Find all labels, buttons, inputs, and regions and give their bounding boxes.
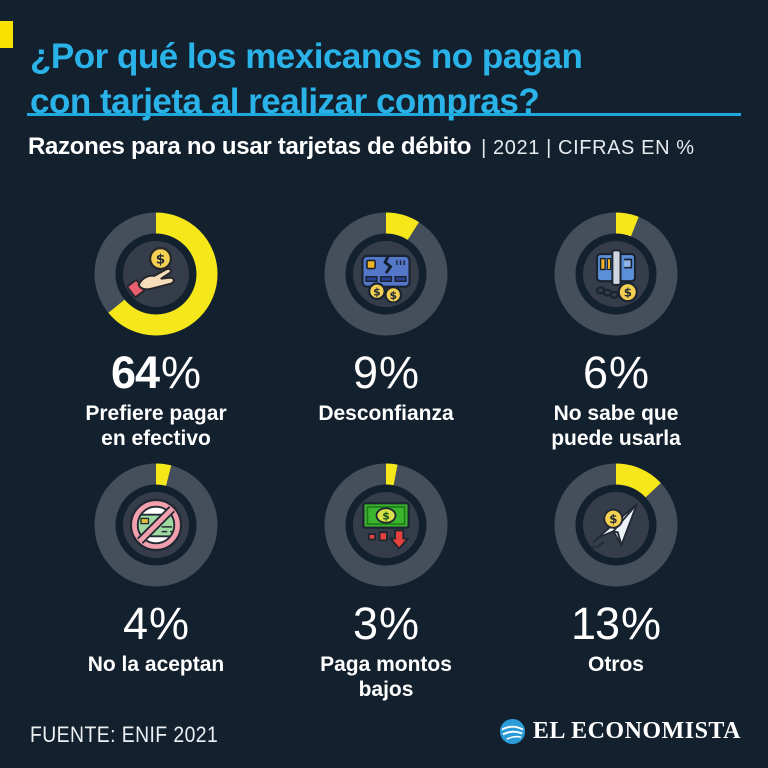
cash-decrease-icon: $ bbox=[324, 463, 448, 587]
svg-text:$: $ bbox=[624, 286, 632, 300]
card-chain-icon: $ bbox=[554, 212, 678, 336]
reason-label: Otros bbox=[587, 653, 644, 676]
reason-card-desconfianza: $ $ 9% Desconfianza bbox=[271, 212, 501, 452]
percent-value: 4% bbox=[122, 598, 190, 649]
donut-chart: $ $ bbox=[324, 212, 448, 336]
donut-ring bbox=[94, 212, 218, 336]
percent-value: 6% bbox=[582, 347, 650, 398]
donut-chart: $ bbox=[554, 463, 678, 587]
donut-ring bbox=[554, 463, 678, 587]
subtitle-text: Razones para no usar tarjetas de débito bbox=[28, 133, 472, 160]
donut-ring bbox=[324, 212, 448, 336]
paper-plane-icon: $ bbox=[554, 463, 678, 587]
el-economista-globe-icon bbox=[499, 718, 525, 745]
donut-row-2: 4% No la aceptan $ bbox=[41, 463, 731, 703]
brand-logo: EL ECONOMISTA bbox=[499, 718, 741, 745]
reason-label: Paga montos bajos bbox=[320, 653, 452, 701]
svg-text:$: $ bbox=[382, 510, 390, 523]
donut-ring bbox=[324, 463, 448, 587]
reason-label: No sabe que puede usarla bbox=[551, 402, 681, 450]
reason-card-no-sabe: $ 6% No sabe que puede usarla bbox=[501, 212, 731, 452]
hand-coin-icon: $ bbox=[94, 212, 218, 336]
page-title-line2: con tarjeta al realizar compras? bbox=[30, 82, 540, 122]
title-underline-rule bbox=[27, 113, 741, 116]
svg-text:$: $ bbox=[373, 285, 381, 298]
source-note: FUENTE: ENIF 2021 bbox=[30, 722, 219, 747]
donut-chart: $ bbox=[94, 212, 218, 336]
reason-card-efectivo: $ 64% Prefiere pagar en efectivo bbox=[41, 212, 271, 452]
reason-label: No la aceptan bbox=[87, 653, 225, 676]
percent-value: 13% bbox=[570, 598, 662, 649]
reason-card-no-aceptan: 4% No la aceptan bbox=[41, 463, 271, 703]
page-title: ¿Por qué los mexicanos no pagan con tarj… bbox=[30, 35, 750, 125]
yellow-accent-tab bbox=[0, 21, 13, 48]
brand-name: EL ECONOMISTA bbox=[532, 718, 741, 744]
donut-chart: $ bbox=[324, 463, 448, 587]
chart-subtitle: Razones para no usar tarjetas de débito … bbox=[28, 133, 695, 161]
donut-ring bbox=[554, 212, 678, 336]
svg-text:$: $ bbox=[389, 289, 397, 302]
subtitle-meta: | 2021 | CIFRAS EN % bbox=[481, 137, 695, 159]
page-title-line1: ¿Por qué los mexicanos no pagan bbox=[30, 37, 583, 77]
donut-row-1: $ 64% Prefiere pagar en efectivo bbox=[41, 212, 731, 452]
svg-text:$: $ bbox=[156, 252, 165, 268]
percent-value: 3% bbox=[352, 598, 420, 649]
svg-text:$: $ bbox=[609, 512, 617, 526]
donut-chart bbox=[94, 463, 218, 587]
broken-card-icon: $ $ bbox=[324, 212, 448, 336]
reason-card-montos-bajos: $ 3% Paga montos bajos bbox=[271, 463, 501, 703]
percent-value: 64% bbox=[110, 347, 202, 398]
donut-chart: $ bbox=[554, 212, 678, 336]
donut-ring bbox=[94, 463, 218, 587]
reason-card-otros: $ 13% Otros bbox=[501, 463, 731, 703]
percent-value: 9% bbox=[352, 347, 420, 398]
reason-label: Prefiere pagar en efectivo bbox=[85, 402, 227, 450]
card-prohibited-icon bbox=[94, 463, 218, 587]
reason-label: Desconfianza bbox=[318, 402, 454, 425]
